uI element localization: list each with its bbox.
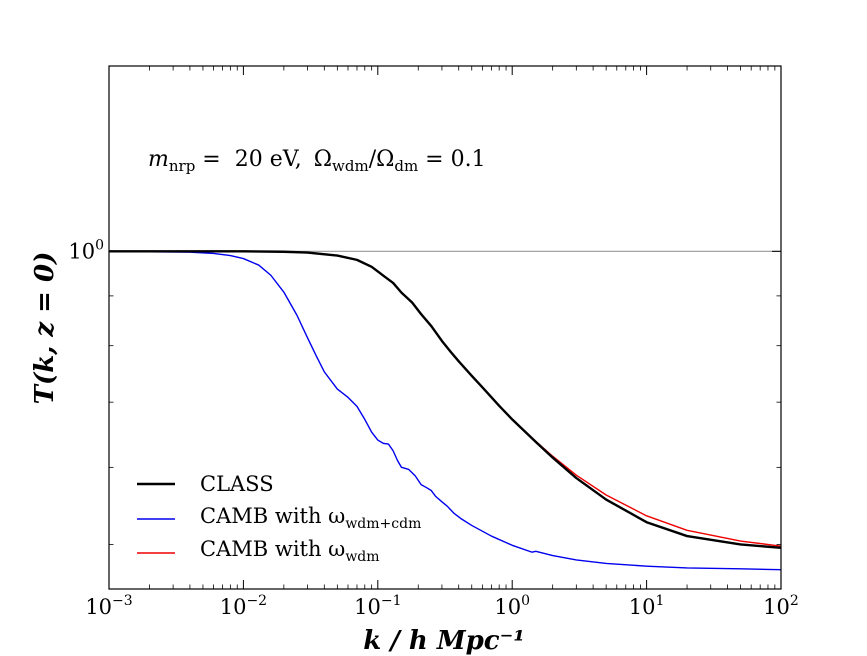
legend-label-camb-wdm-text: CAMB with ω <box>200 537 345 561</box>
legend-label-camb-wdm: CAMB with ωwdm <box>200 537 380 565</box>
annotation-omega: Ω <box>314 147 332 172</box>
x-tick-label-base: 10 <box>354 595 381 619</box>
x-tick-label-exponent: 2 <box>790 593 799 609</box>
legend-label-camb-wdm-cdm: CAMB with ωwdm+cdm <box>200 504 421 532</box>
legend-label-class-text: CLASS <box>200 472 274 496</box>
y-tick-label-exponent: 0 <box>95 237 104 253</box>
x-tick-label-base: 10 <box>629 595 656 619</box>
y-axis-title: T(k, z = 0) <box>30 252 60 405</box>
annotation-omega-subscript: wdm <box>332 157 369 175</box>
x-tick-label-exponent: −1 <box>381 593 402 609</box>
x-tick-label-exponent: 1 <box>656 593 665 609</box>
legend: CLASS CAMB with ωwdm+cdm CAMB with ωwdm <box>137 472 421 565</box>
plot-frame <box>108 65 782 590</box>
x-tick-label-base: 10 <box>220 595 247 619</box>
x-tick-label: 10−3 <box>85 593 132 619</box>
x-tick-label-exponent: 0 <box>521 593 530 609</box>
annotation-m: m <box>148 147 169 172</box>
series-group <box>108 250 782 571</box>
x-tick-label: 101 <box>629 593 665 619</box>
series-line-camb-wdm <box>109 250 782 547</box>
x-axis-title: k / h Mpc⁻¹ <box>363 626 524 656</box>
legend-label-class: CLASS <box>200 472 274 496</box>
annotation-m-value: = 20 eV, <box>195 147 301 172</box>
legend-label-camb-wdm-subscript: wdm <box>345 549 379 565</box>
x-tick-label-base: 10 <box>85 595 112 619</box>
x-tick-label: 100 <box>494 593 530 619</box>
x-tick-label: 102 <box>763 593 799 619</box>
annotation-omega-slash: /Ω <box>369 147 395 172</box>
y-tick-label-base: 10 <box>68 239 95 263</box>
parameter-annotation: mnrp = 20 eV, Ωwdm/Ωdm = 0.1 <box>148 147 486 175</box>
x-tick-label-base: 10 <box>763 595 790 619</box>
annotation-omega-value: = 0.1 <box>418 147 485 172</box>
legend-label-camb-wdm-cdm-text: CAMB with ω <box>200 504 345 528</box>
x-tick-label-exponent: −2 <box>246 593 267 609</box>
x-tick-label-base: 10 <box>494 595 521 619</box>
x-tick-label: 10−1 <box>354 593 401 619</box>
series-line-camb-wdm-cdm <box>108 250 782 571</box>
x-tick-label-exponent: −3 <box>112 593 133 609</box>
x-tick-label: 10−2 <box>220 593 267 619</box>
y-tick-label: 100 <box>68 237 104 263</box>
annotation-m-subscript: nrp <box>169 157 195 175</box>
series-line-class <box>109 250 782 550</box>
legend-label-camb-wdm-cdm-subscript: wdm+cdm <box>345 516 421 532</box>
annotation-omega-den-subscript: dm <box>394 157 418 175</box>
